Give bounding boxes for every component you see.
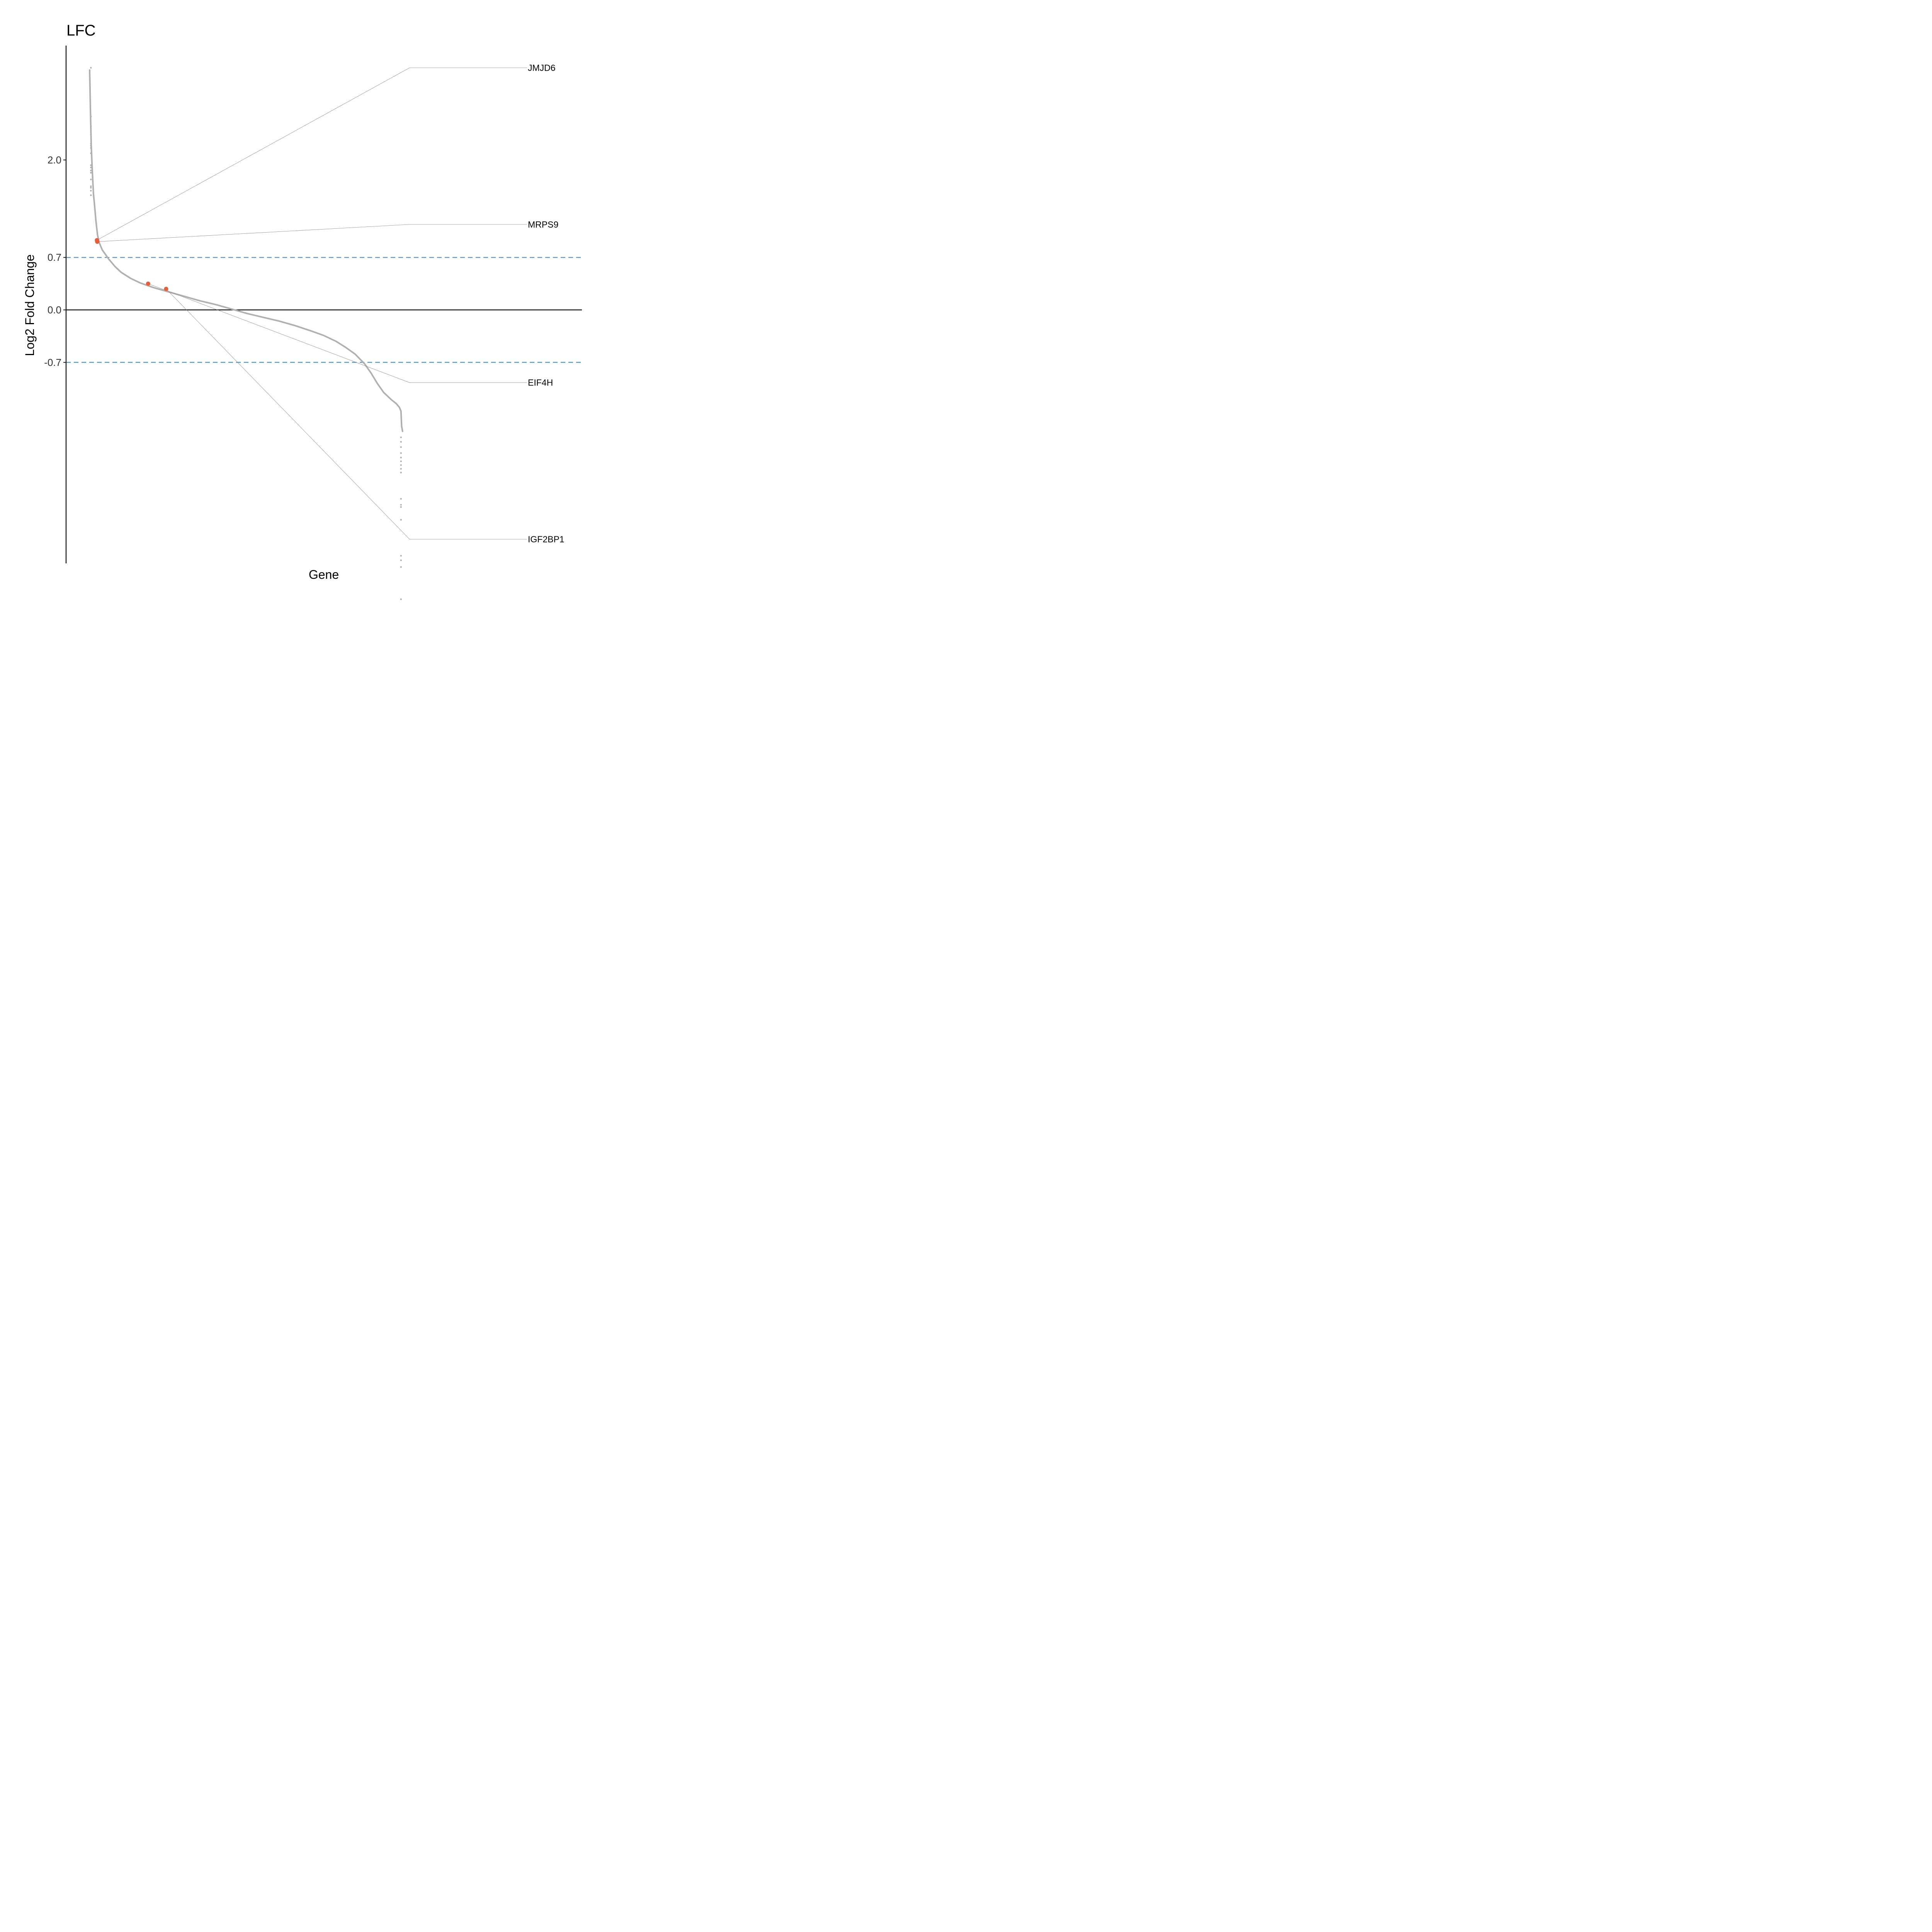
outlier-point	[90, 172, 92, 174]
outlier-point	[90, 147, 92, 149]
label-leaders	[97, 67, 527, 540]
outlier-point	[400, 464, 402, 466]
leader-eif4h	[148, 283, 527, 383]
y-tick-label: 0.0	[48, 304, 61, 316]
outlier-point	[400, 456, 402, 459]
gene-label-mrps9: MRPS9	[528, 219, 558, 230]
chart-canvas: JMJD6 MRPS9 EIF4H IGF2BP1 2.0 0.7 0.0 -0.7 LFC…	[23, 22, 582, 600]
outlier-point	[400, 452, 402, 454]
outlier-point	[90, 169, 92, 172]
outlier-point	[400, 559, 402, 561]
outlier-point	[400, 566, 402, 568]
y-axis-title: Log2 Fold Change	[23, 254, 37, 356]
highlighted-points	[95, 238, 168, 291]
outlier-point	[90, 167, 92, 168]
outlier-point	[90, 185, 92, 187]
outlier-point	[400, 446, 402, 448]
threshold-lines	[66, 257, 582, 363]
outlier-point	[90, 190, 92, 192]
outlier-point	[400, 441, 402, 443]
outlier-point	[400, 468, 402, 470]
outlier-point	[90, 179, 92, 180]
outlier-point	[90, 143, 92, 145]
outlier-point	[400, 555, 402, 557]
highlight-point-igf2bp1	[164, 287, 168, 291]
leader-mrps9	[97, 224, 527, 242]
gene-label-eif4h: EIF4H	[528, 378, 553, 388]
outlier-point	[90, 164, 92, 166]
lfc-chart: JMJD6 MRPS9 EIF4H IGF2BP1 2.0 0.7 0.0 -0.7 LFC…	[0, 0, 606, 606]
lfc-curve	[89, 69, 403, 432]
outlier-point	[90, 67, 92, 69]
leader-igf2bp1	[166, 289, 527, 540]
gene-label-jmjd6: JMJD6	[528, 63, 556, 73]
y-ticks: 2.0 0.7 0.0 -0.7	[44, 154, 66, 368]
outlier-point	[400, 498, 402, 500]
outlier-point	[400, 460, 402, 463]
outlier-point	[90, 187, 92, 189]
leader-jmjd6	[97, 67, 527, 240]
outlier-point	[400, 504, 402, 506]
highlight-point-eif4h	[146, 281, 150, 286]
outlier-point	[400, 471, 402, 474]
gene-labels: JMJD6 MRPS9 EIF4H IGF2BP1	[528, 63, 565, 544]
lfc-curve-group	[89, 69, 403, 432]
chart-title: LFC	[66, 22, 96, 39]
outlier-point	[400, 598, 402, 600]
y-tick-label: 0.7	[48, 252, 61, 263]
y-tick-label: 2.0	[48, 154, 61, 166]
x-axis-title: Gene	[309, 568, 339, 582]
highlight-point-mrps9	[95, 239, 100, 244]
outlier-point	[90, 128, 92, 129]
outlier-point	[400, 506, 402, 508]
axes	[65, 46, 582, 563]
outlier-points	[90, 67, 402, 600]
outlier-point	[400, 519, 402, 521]
gene-label-igf2bp1: IGF2BP1	[528, 534, 565, 544]
outlier-point	[400, 436, 402, 439]
outlier-point	[90, 145, 92, 147]
outlier-point	[90, 133, 92, 136]
outlier-point	[90, 116, 92, 117]
outlier-point	[90, 125, 92, 127]
outlier-point	[90, 194, 92, 196]
y-tick-label: -0.7	[44, 357, 61, 368]
outlier-point	[90, 152, 92, 154]
